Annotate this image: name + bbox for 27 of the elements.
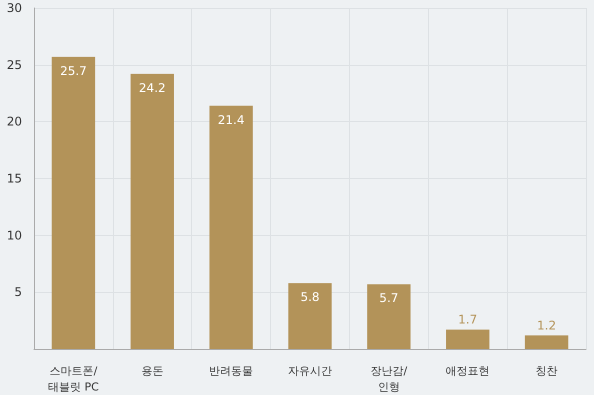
data-label: 5.8 xyxy=(300,290,320,304)
bar xyxy=(446,330,490,349)
bar xyxy=(524,335,568,349)
data-label: 1.7 xyxy=(458,312,478,327)
x-tick-label: 애정표현 xyxy=(446,364,490,378)
data-label: 24.2 xyxy=(138,80,166,95)
x-tick-label: 장난감/인형 xyxy=(370,364,408,394)
bar xyxy=(288,283,332,349)
data-label: 25.7 xyxy=(60,64,87,78)
y-tick-label: 10 xyxy=(6,228,22,242)
y-tick-label: 20 xyxy=(6,114,22,129)
y-tick-label: 5 xyxy=(14,285,22,300)
y-tick-label: 25 xyxy=(6,58,22,72)
y-tick-label: 15 xyxy=(6,172,22,186)
data-label: 1.2 xyxy=(537,318,556,332)
x-tick-label: 반려동물 xyxy=(209,364,254,378)
bar xyxy=(130,74,174,349)
data-label: 21.4 xyxy=(218,112,244,127)
x-tick-label: 칭찬 xyxy=(536,364,558,378)
data-label: 5.7 xyxy=(379,291,398,306)
bar xyxy=(367,284,411,349)
bar xyxy=(209,106,253,349)
bar xyxy=(52,56,96,349)
x-tick-label: 자유시간 xyxy=(288,364,332,378)
x-tick-label: 스마트폰/태블릿 PC xyxy=(48,364,100,394)
y-tick-label: 30 xyxy=(6,1,22,15)
x-tick-label: 용돈 xyxy=(141,364,164,378)
